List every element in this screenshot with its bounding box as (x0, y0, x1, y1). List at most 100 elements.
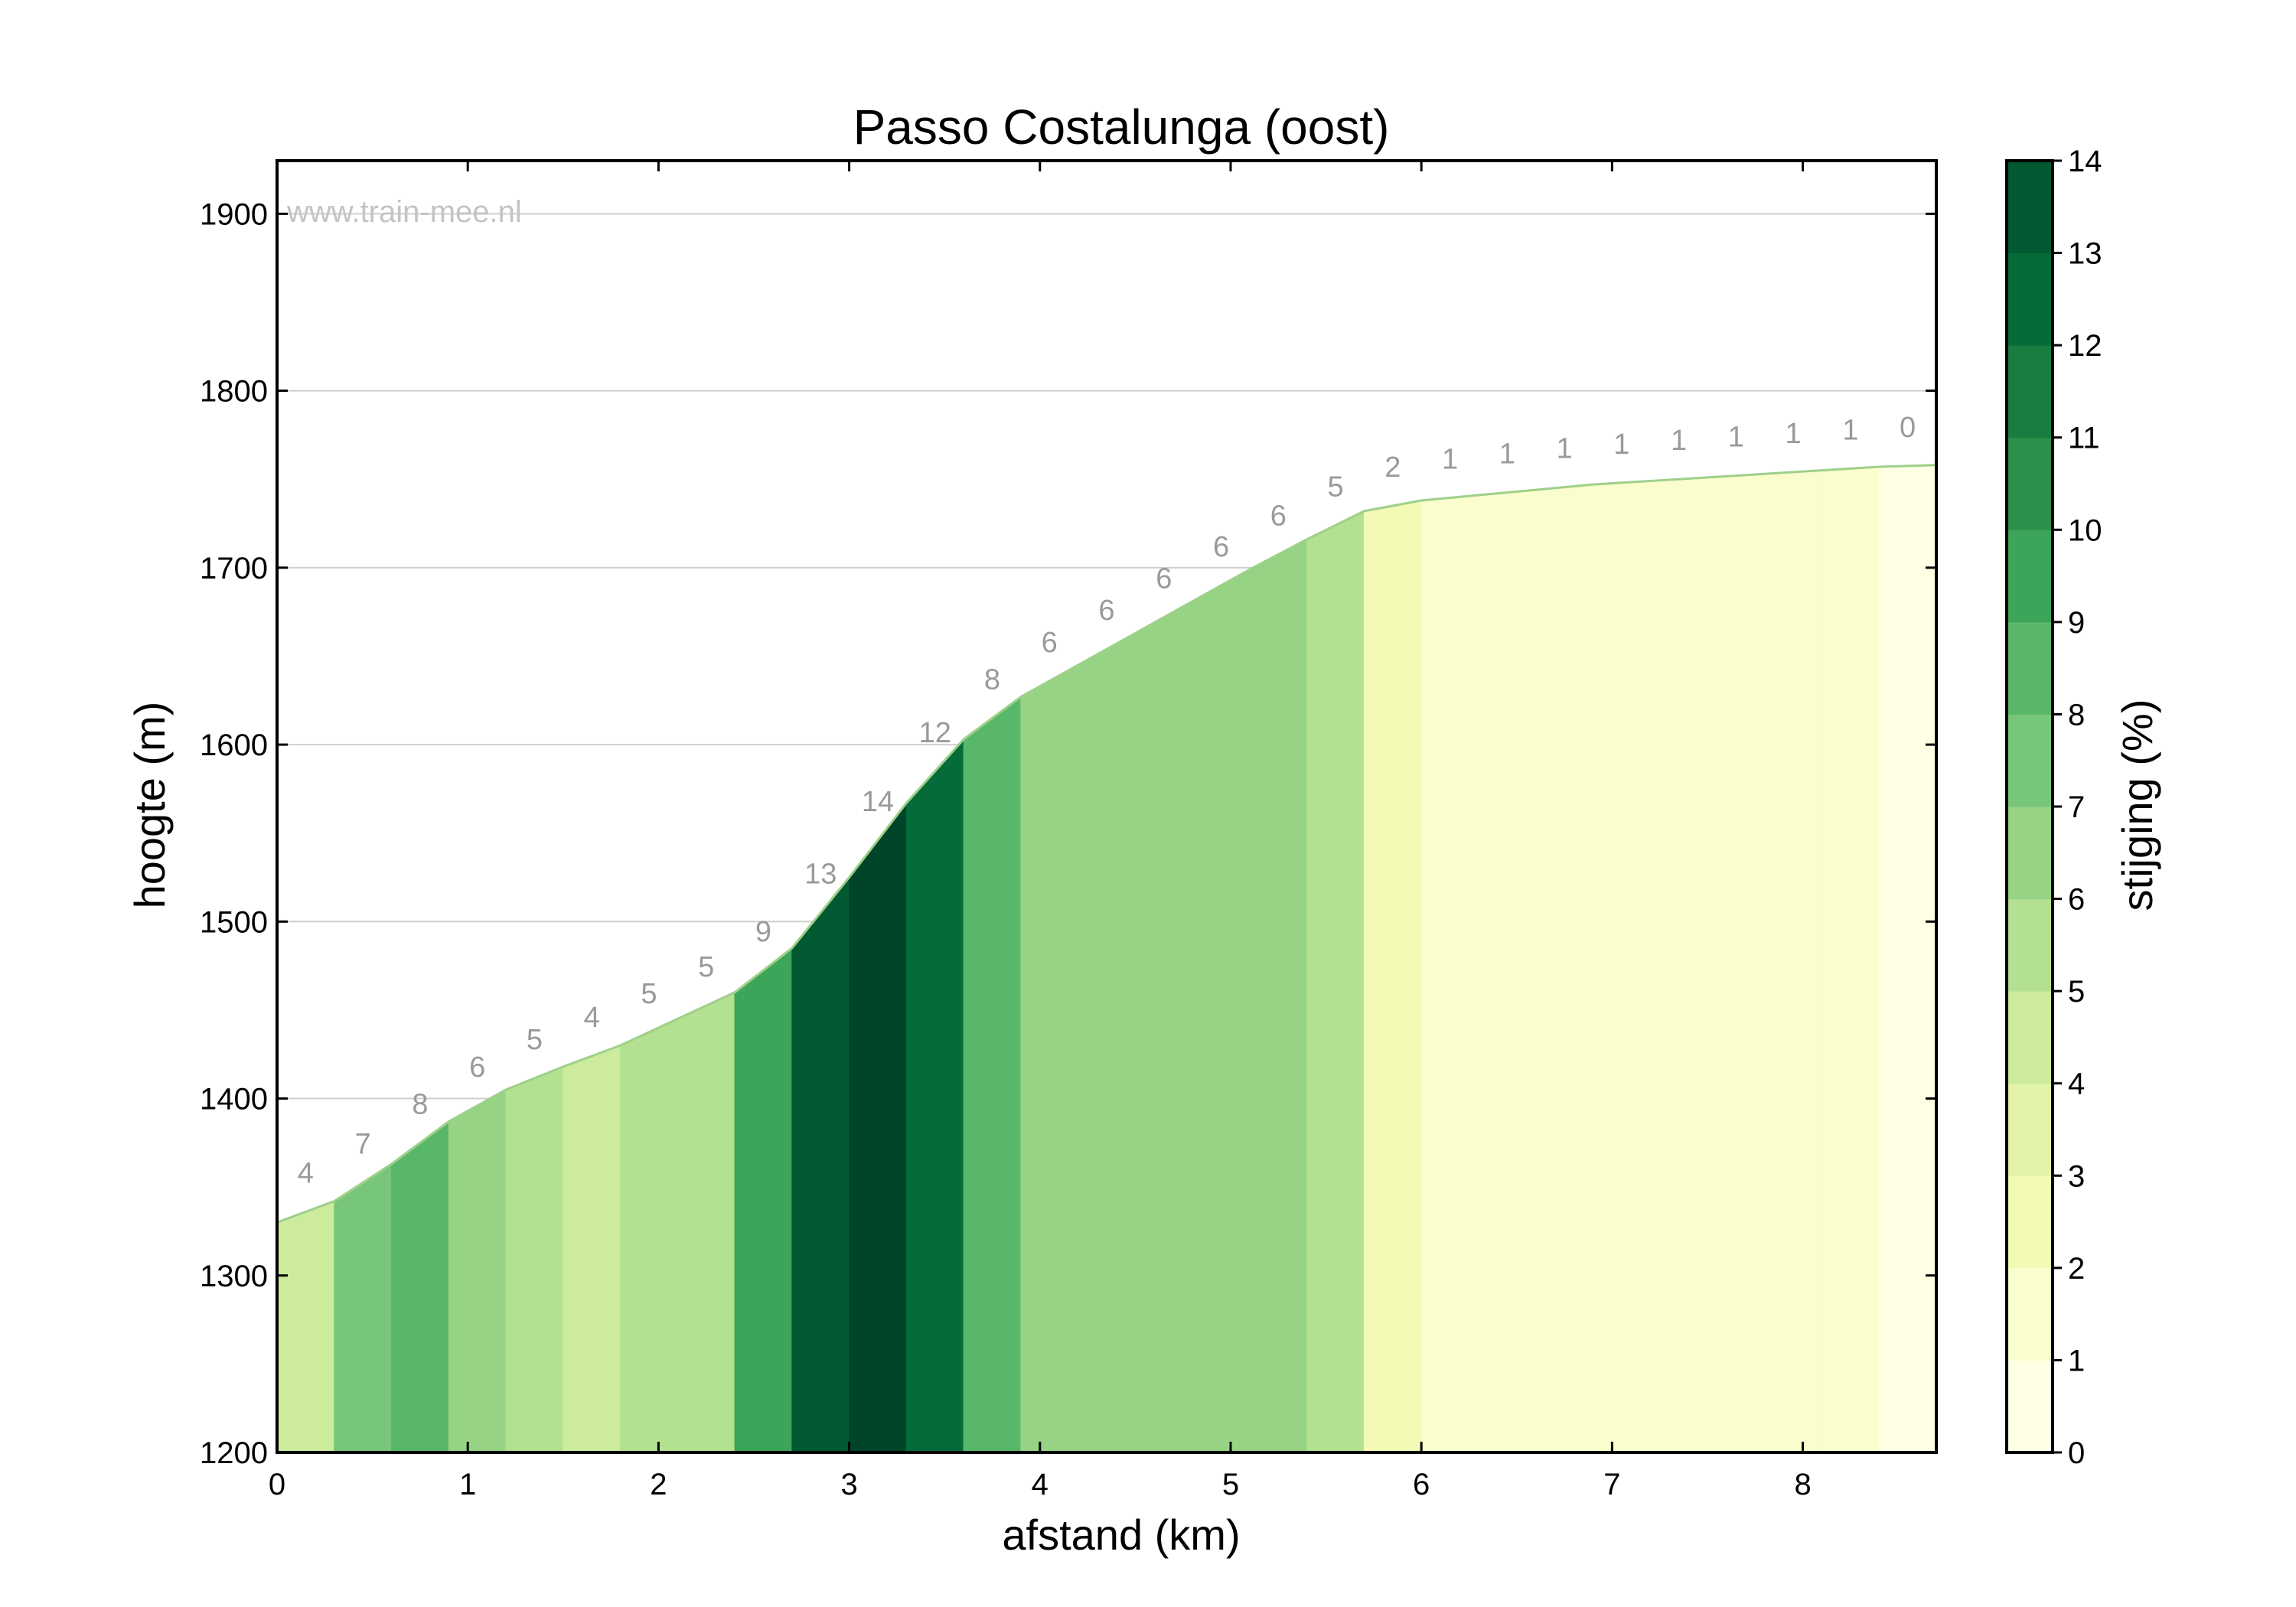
colorbar-tick-label-9: 9 (2068, 606, 2085, 640)
colorbar-tick-label-1: 1 (2068, 1344, 2085, 1377)
x-tick-label-6: 6 (1413, 1468, 1430, 1501)
colorbar-tick-label-14: 14 (2068, 145, 2102, 178)
colorbar-tick-label-0: 0 (2068, 1436, 2085, 1470)
colorbar-tick-label-12: 12 (2068, 329, 2102, 363)
y-tick-label-0: 1200 (200, 1436, 268, 1470)
x-tick-label-7: 7 (1603, 1468, 1620, 1501)
grade-label-25: 1 (1728, 422, 1744, 454)
colorbar-tick-label-7: 7 (2068, 790, 2085, 824)
colorbar-tick-label-11: 11 (2068, 422, 2100, 455)
grade-segment-0 (276, 1200, 335, 1453)
grade-label-5: 4 (584, 1002, 600, 1034)
grade-label-3: 6 (469, 1051, 485, 1084)
colorbar-band-0 (2006, 1359, 2053, 1453)
grade-segment-9 (791, 876, 850, 1453)
grade-label-13: 6 (1042, 627, 1058, 659)
colorbar-band-5 (2006, 898, 2053, 992)
colorbar-tick-label-2: 2 (2068, 1252, 2085, 1286)
x-tick-label-2: 2 (650, 1468, 667, 1501)
grade-segment-18 (1306, 510, 1365, 1453)
colorbar-tick-label-5: 5 (2068, 975, 2085, 1009)
grade-segment-2 (391, 1120, 449, 1453)
grade-segment-11 (905, 738, 964, 1453)
colorbar-band-9 (2006, 529, 2053, 623)
grade-label-15: 6 (1156, 563, 1172, 595)
colorbar-label: stijging (%) (2113, 699, 2161, 911)
grade-segment-12 (963, 696, 1022, 1453)
x-axis-label: afstand (km) (1002, 1511, 1240, 1559)
colorbar-tick-label-6: 6 (2068, 883, 2085, 917)
grade-segment-24 (1649, 477, 1708, 1453)
x-tick-label-8: 8 (1794, 1468, 1811, 1501)
grade-segment-8 (734, 947, 793, 1453)
grade-label-24: 1 (1671, 425, 1687, 457)
colorbar-band-7 (2006, 713, 2053, 807)
profile-line (276, 464, 1937, 1224)
y-axis: 1200 1300 1400 1500 1600 1700 1800 1900 (200, 197, 1936, 1470)
y-tick-label-3: 1500 (200, 905, 268, 939)
grade-segment-4 (505, 1066, 564, 1453)
colorbar-tick-label-4: 4 (2068, 1068, 2085, 1101)
colorbar-band-11 (2006, 344, 2053, 438)
grade-label-6: 5 (641, 978, 657, 1010)
grade-label-18: 5 (1327, 471, 1343, 503)
x-tick-label-3: 3 (840, 1468, 857, 1501)
grade-label-8: 9 (755, 916, 771, 948)
colorbar-band-4 (2006, 990, 2053, 1084)
grade-label-20: 1 (1442, 443, 1458, 475)
grade-label-10: 14 (862, 786, 894, 818)
grade-segment-16 (1192, 569, 1251, 1453)
grade-label-21: 1 (1499, 438, 1515, 471)
grade-segment-5 (563, 1045, 621, 1453)
grade-label-2: 8 (412, 1088, 428, 1120)
colorbar-band-3 (2006, 1083, 2053, 1176)
grade-label-11: 12 (919, 717, 951, 749)
grade-label-1: 7 (355, 1128, 371, 1160)
y-axis-label: hoogte (m) (126, 702, 174, 909)
y-tick-label-2: 1400 (200, 1083, 268, 1116)
grade-segment-28 (1878, 464, 1937, 1453)
grade-labels: 4 7 8 6 5 4 5 5 9 13 14 12 8 6 6 6 6 6 5 2 1 1 1 1 1 1 1 1 0 (298, 412, 1916, 1190)
grade-segment-13 (1020, 664, 1079, 1453)
grade-segment-3 (448, 1089, 507, 1453)
grade-label-28: 0 (1900, 412, 1916, 444)
grade-segment-19 (1363, 500, 1422, 1453)
grade-label-16: 6 (1213, 531, 1229, 563)
grade-label-26: 1 (1786, 418, 1802, 450)
y-tick-label-5: 1700 (200, 552, 268, 585)
colorbar-band-1 (2006, 1267, 2053, 1361)
chart-title: Passo Costalunga (oost) (853, 99, 1390, 155)
x-tick-label-0: 0 (269, 1468, 285, 1501)
colorbar-tick-label-10: 10 (2068, 513, 2102, 547)
watermark: www.train-mee.nl (286, 195, 522, 229)
grade-segment-15 (1134, 600, 1193, 1453)
colorbar-band-6 (2006, 806, 2053, 900)
grade-segment-21 (1478, 489, 1537, 1453)
y-tick-label-1: 1300 (200, 1260, 268, 1293)
grade-label-19: 2 (1384, 451, 1401, 484)
x-tick-label-4: 4 (1032, 1468, 1049, 1501)
colorbar-band-10 (2006, 437, 2053, 530)
colorbar-tick-label-8: 8 (2068, 698, 2085, 732)
grade-segment-17 (1249, 539, 1308, 1453)
colorbar-band-2 (2006, 1175, 2053, 1269)
grade-segment-6 (620, 1018, 678, 1453)
colorbar-band-12 (2006, 253, 2053, 346)
colorbar-tick-label-3: 3 (2068, 1159, 2085, 1193)
y-tick-label-6: 1800 (200, 375, 268, 409)
colorbar-band-13 (2006, 160, 2053, 254)
grade-segment-27 (1821, 466, 1880, 1453)
grade-segment-7 (677, 992, 735, 1453)
grade-label-22: 1 (1556, 433, 1572, 465)
y-tick-label-4: 1600 (200, 729, 268, 762)
grade-segment-25 (1707, 473, 1766, 1453)
x-tick-label-1: 1 (459, 1468, 476, 1501)
grade-label-27: 1 (1842, 414, 1858, 446)
grade-label-9: 13 (804, 859, 837, 891)
grade-label-0: 4 (298, 1158, 314, 1190)
grade-label-12: 8 (984, 663, 1000, 696)
grade-label-17: 6 (1270, 500, 1287, 532)
